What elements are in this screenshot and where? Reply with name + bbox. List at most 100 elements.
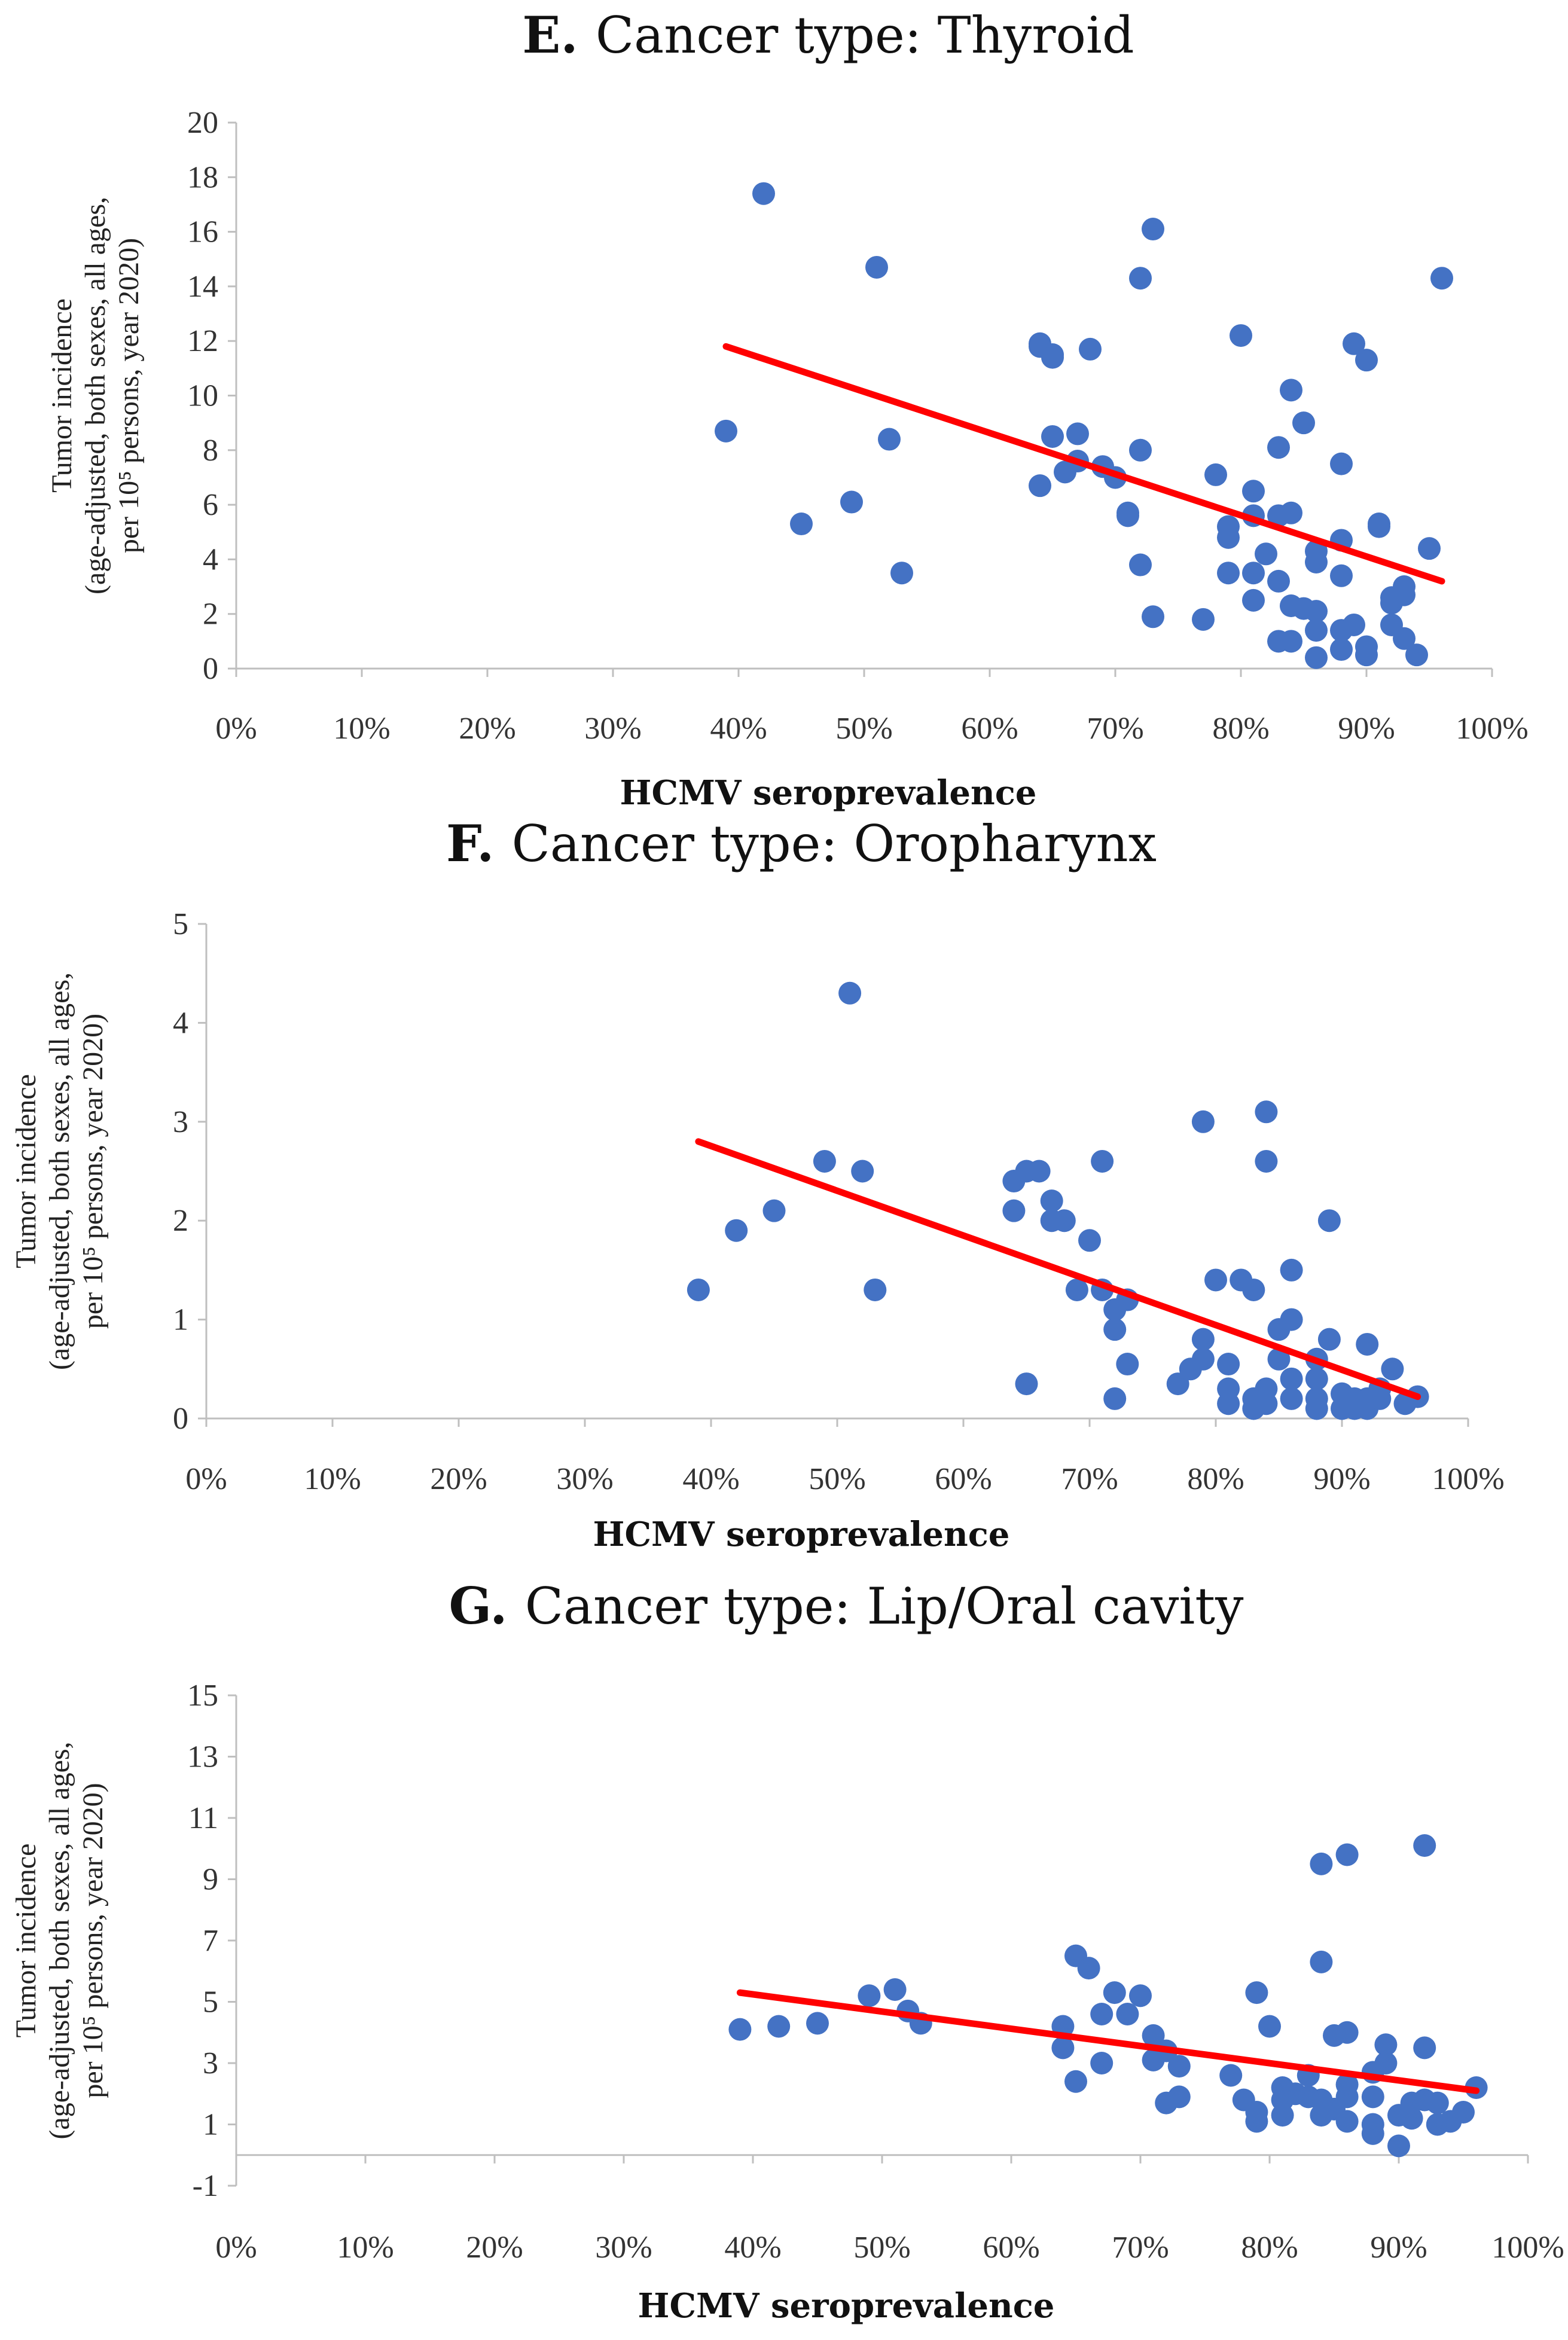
data-point — [1066, 422, 1089, 446]
data-point — [1255, 542, 1277, 566]
data-point — [1280, 1258, 1303, 1282]
panel-letter: F. — [446, 814, 512, 873]
data-point — [840, 490, 863, 514]
x-tick-label: 30% — [595, 2231, 652, 2265]
y-tick-label: 13 — [187, 1740, 218, 1774]
y-tick-label: 8 — [203, 434, 218, 468]
x-tick-label: 0% — [185, 1462, 227, 1496]
data-point — [1452, 2101, 1475, 2124]
y-tick-label: 5 — [173, 907, 188, 941]
data-point — [1217, 562, 1240, 585]
data-point — [1292, 411, 1315, 435]
y-tick-label: 4 — [203, 542, 218, 576]
data-point — [1015, 1372, 1038, 1396]
y-tick-label: 2 — [203, 597, 218, 631]
data-point — [1242, 562, 1265, 585]
data-point — [858, 1984, 881, 2008]
data-point — [1355, 643, 1378, 667]
data-point — [1305, 1367, 1328, 1390]
data-point — [1387, 2134, 1410, 2158]
data-point — [1245, 1981, 1268, 2005]
y-tick-label: -1 — [193, 2169, 218, 2203]
x-tick-label: 70% — [1112, 2231, 1169, 2265]
data-point — [1361, 2122, 1384, 2145]
x-tick-label: 100% — [1432, 1462, 1504, 1496]
data-point — [1426, 2091, 1449, 2115]
data-point — [1090, 2003, 1114, 2025]
y-tick-label: 2 — [173, 1204, 188, 1238]
y-tick-label: 15 — [187, 1679, 218, 1713]
y-axis-label-line: (age-adjusted, both sexes, all ages, — [44, 1741, 75, 2139]
data-point — [1271, 2104, 1294, 2127]
x-tick-label: 30% — [584, 712, 641, 746]
x-tick-label: 10% — [304, 1462, 361, 1496]
y-tick-label: 10 — [187, 379, 218, 413]
data-point — [1355, 349, 1378, 372]
data-point — [1393, 627, 1416, 650]
y-axis-label: Tumor incidence(age-adjusted, both sexes… — [10, 972, 109, 1370]
data-point — [1242, 1278, 1265, 1301]
data-point — [1027, 1160, 1051, 1183]
data-point — [1330, 452, 1353, 475]
data-point — [1217, 1392, 1240, 1415]
x-tick-label: 60% — [961, 712, 1018, 746]
data-point — [1317, 1209, 1341, 1232]
title-text: Cancer type: Oropharynx — [512, 814, 1157, 873]
y-tick-label: 16 — [187, 215, 218, 249]
data-point — [715, 419, 737, 443]
data-point — [838, 981, 862, 1005]
data-point — [1103, 1387, 1127, 1410]
data-point — [1167, 2055, 1191, 2078]
data-point — [1361, 2085, 1384, 2109]
x-tick-label: 10% — [333, 712, 390, 746]
data-point — [1413, 1834, 1436, 1857]
data-point — [1335, 2110, 1359, 2133]
x-tick-label: 20% — [466, 2231, 523, 2265]
trendline — [695, 1138, 1421, 1401]
data-point — [1305, 646, 1328, 669]
data-point — [1191, 1328, 1215, 1351]
data-point — [1191, 1110, 1215, 1133]
x-tick-label: 20% — [430, 1462, 487, 1496]
trendline — [722, 343, 1445, 585]
data-point — [1090, 2052, 1114, 2074]
data-point — [1065, 1278, 1088, 1301]
data-point — [851, 1160, 874, 1183]
data-point — [1129, 1984, 1152, 2008]
data-point — [1413, 2036, 1436, 2060]
data-point — [1330, 638, 1353, 661]
data-point — [1280, 1308, 1303, 1331]
data-point — [1103, 1981, 1126, 2005]
data-point — [1040, 1189, 1063, 1213]
y-tick-label: 11 — [188, 1801, 218, 1835]
y-tick-label: 20 — [187, 106, 218, 140]
data-point — [1356, 1332, 1379, 1356]
data-point — [1103, 1318, 1127, 1341]
data-point — [1405, 643, 1428, 667]
data-point — [1245, 2110, 1268, 2133]
data-point — [1129, 267, 1152, 290]
x-tick-label: 80% — [1241, 2231, 1298, 2265]
data-point — [1091, 1149, 1114, 1173]
x-tick-label: 10% — [337, 2231, 393, 2265]
data-point — [878, 428, 901, 451]
y-tick-label: 12 — [187, 324, 218, 358]
y-tick-label: 0 — [173, 1402, 188, 1436]
y-tick-label: 3 — [203, 2046, 218, 2080]
y-axis-label-line: (age-adjusted, both sexes, all ages, — [80, 197, 111, 594]
data-point — [1280, 1387, 1303, 1410]
data-point — [1041, 346, 1064, 369]
panel-letter: E. — [522, 5, 596, 65]
data-point — [1335, 2021, 1359, 2044]
x-tick-label: 0% — [215, 2231, 257, 2265]
x-tick-label: 50% — [853, 2231, 910, 2265]
x-tick-label: 30% — [556, 1462, 613, 1496]
data-point — [1381, 1357, 1404, 1381]
y-axis-label: Tumor incidence(age-adjusted, both sexes… — [10, 1741, 109, 2139]
y-tick-label: 6 — [203, 488, 218, 522]
data-point — [883, 1978, 907, 2001]
data-point — [1280, 379, 1302, 402]
y-tick-label: 1 — [203, 2108, 218, 2142]
data-point — [865, 255, 888, 279]
